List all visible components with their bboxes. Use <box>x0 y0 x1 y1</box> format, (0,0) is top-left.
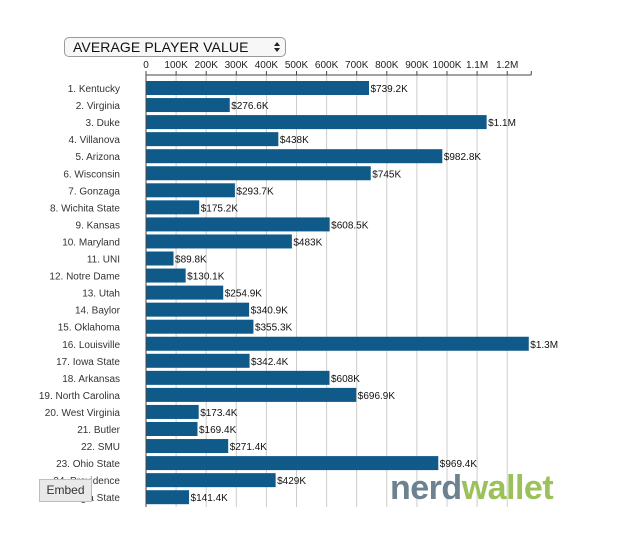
bar <box>146 285 224 300</box>
value-label: $271.4K <box>230 442 268 453</box>
category-label: 21. Butler <box>77 425 120 436</box>
value-label: $342.4K <box>251 357 289 368</box>
category-label: 15. Oklahoma <box>58 323 121 334</box>
bar <box>146 473 276 488</box>
bar <box>146 268 186 283</box>
x-tick-label: 800K <box>375 60 399 71</box>
bar <box>146 98 230 113</box>
value-label: $276.6K <box>231 101 269 112</box>
value-label: $739.2K <box>370 84 408 95</box>
value-label: $429K <box>277 476 306 487</box>
value-label: $438K <box>280 135 309 146</box>
category-label: 1. Kentucky <box>68 84 120 95</box>
bar <box>146 404 199 419</box>
logo-part-nerd: nerd <box>390 469 462 507</box>
category-label: 14. Baylor <box>75 306 121 317</box>
metric-dropdown-label: AVERAGE PLAYER VALUE <box>73 39 249 55</box>
updown-arrows-icon <box>274 42 280 52</box>
value-label: $130.1K <box>187 272 225 283</box>
bar <box>146 217 330 232</box>
bar <box>146 115 487 130</box>
x-tick-label: 0 <box>143 60 149 71</box>
value-label: $175.2K <box>201 203 239 214</box>
bar <box>146 336 529 351</box>
logo-part-wallet: wallet <box>461 469 554 507</box>
bar <box>146 370 330 385</box>
bar <box>146 81 369 95</box>
category-label: 20. West Virginia <box>45 408 121 419</box>
bar <box>146 422 198 436</box>
bar <box>146 200 200 215</box>
value-label: $340.9K <box>251 306 289 317</box>
category-label: 16. Louisville <box>62 340 120 351</box>
bar <box>146 149 443 164</box>
nerdwallet-logo: nerdwallet <box>390 469 554 508</box>
category-label: 5. Arizona <box>76 152 121 163</box>
x-tick-label: 1000K <box>433 60 462 71</box>
x-tick-label: 500K <box>285 60 309 71</box>
x-tick-label: 900K <box>405 60 429 71</box>
category-label: 2. Virginia <box>76 101 121 112</box>
metric-dropdown[interactable]: AVERAGE PLAYER VALUE <box>64 37 286 57</box>
category-label: 12. Notre Dame <box>49 272 120 283</box>
category-label: 17. Iowa State <box>56 357 120 368</box>
value-label: $254.9K <box>225 289 263 300</box>
value-label: $173.4K <box>200 408 238 419</box>
category-label: 3. Duke <box>86 118 121 129</box>
bar <box>146 387 357 402</box>
bar <box>146 183 235 198</box>
embed-button[interactable]: Embed <box>39 479 92 502</box>
x-tick-label: 300K <box>225 60 249 71</box>
value-label: $293.7K <box>236 186 274 197</box>
category-label: 18. Arkansas <box>62 374 120 385</box>
value-label: $1.3M <box>530 340 558 351</box>
bar <box>146 251 174 266</box>
value-label: $608.5K <box>331 220 369 231</box>
category-label: 9. Kansas <box>76 220 120 231</box>
category-label: 19. North Carolina <box>39 391 121 402</box>
bar <box>146 132 279 147</box>
value-label: $608K <box>331 374 360 385</box>
bar <box>146 353 250 368</box>
category-label: 10. Maryland <box>62 237 120 248</box>
value-label: $89.8K <box>175 255 207 266</box>
value-label: $696.9K <box>358 391 396 402</box>
category-label: 6. Wisconsin <box>63 169 120 180</box>
value-label: $745K <box>372 169 401 180</box>
x-tick-label: 1.1M <box>466 60 488 71</box>
x-tick-label: 1.2M <box>496 60 518 71</box>
category-label: 13. Utah <box>82 289 120 300</box>
x-tick-label: 200K <box>195 60 219 71</box>
x-tick-label: 700K <box>345 60 369 71</box>
value-label: $141.4K <box>191 493 229 504</box>
bar <box>146 319 254 334</box>
category-label: 11. UNI <box>87 255 120 266</box>
x-tick-label: 100K <box>164 60 188 71</box>
bar <box>146 166 371 181</box>
bar <box>146 439 229 454</box>
value-label: $982.8K <box>444 152 482 163</box>
x-tick-label: 600K <box>315 60 339 71</box>
value-label: $1.1M <box>488 118 516 129</box>
bar <box>146 302 250 317</box>
category-label: 4. Villanova <box>68 135 120 146</box>
value-label: $483K <box>293 237 322 248</box>
category-label: 7. Gonzaga <box>68 186 120 197</box>
value-label: $169.4K <box>199 425 237 436</box>
category-label: 23. Ohio State <box>56 459 120 470</box>
bar <box>146 456 439 471</box>
bar <box>146 490 190 505</box>
value-label: $969.4K <box>440 459 478 470</box>
value-label: $355.3K <box>255 323 293 334</box>
bar <box>146 234 292 249</box>
category-label: 8. Wichita State <box>50 203 120 214</box>
x-tick-label: 400K <box>255 60 279 71</box>
category-label: 22. SMU <box>81 442 120 453</box>
